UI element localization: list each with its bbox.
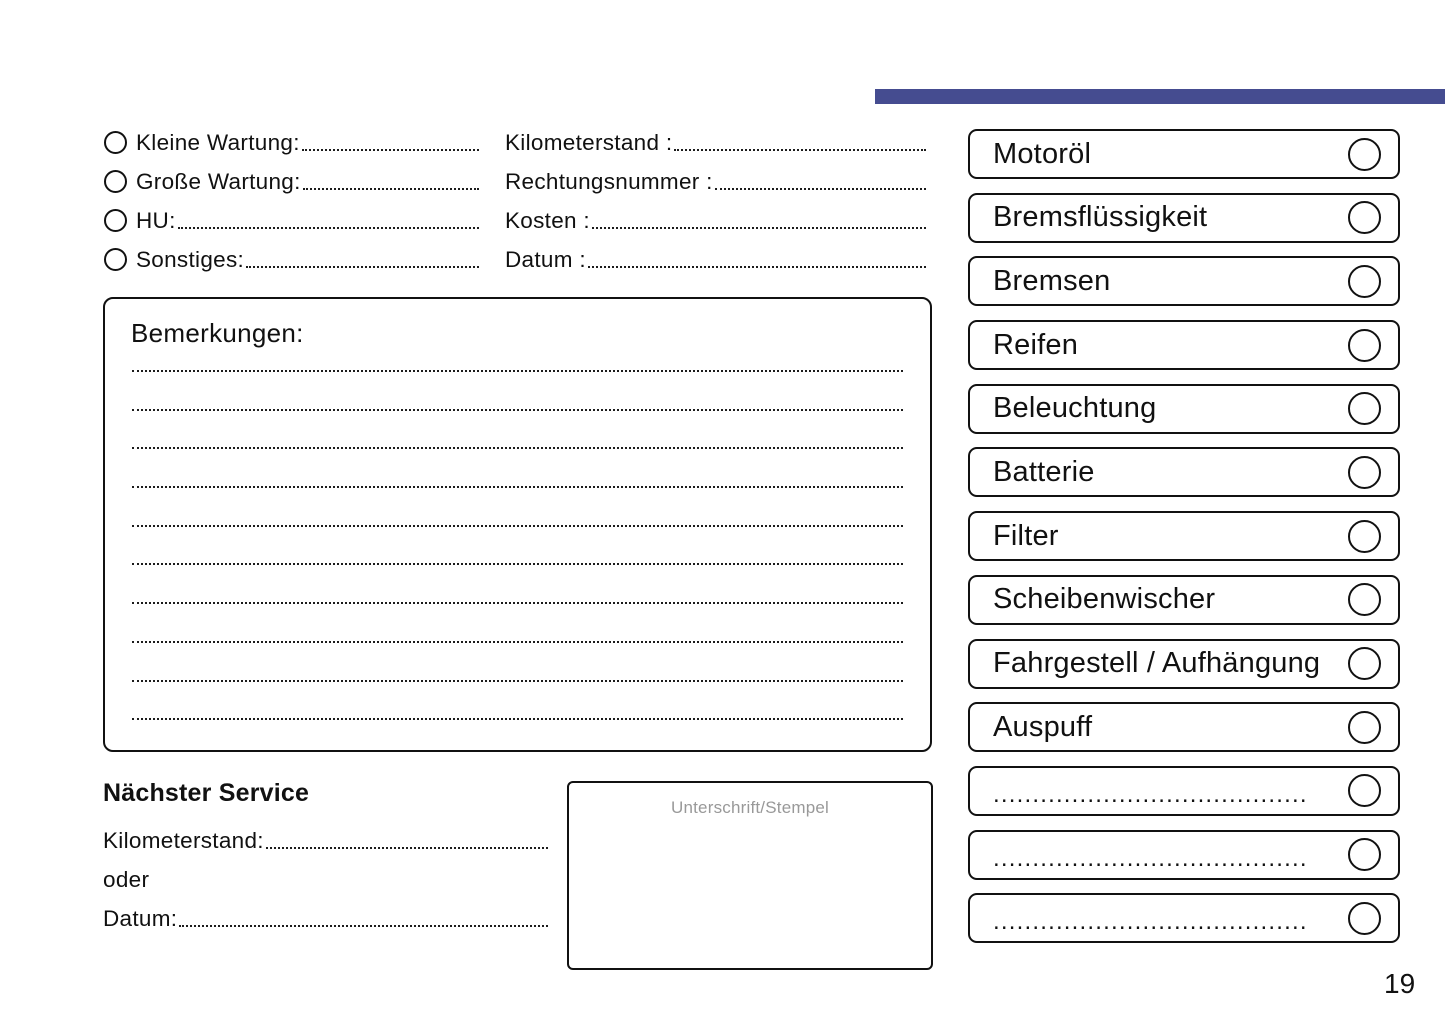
checklist-checkbox-circle[interactable] xyxy=(1348,201,1381,235)
checklist-checkbox-circle[interactable] xyxy=(1348,328,1381,362)
fill-in-line[interactable] xyxy=(179,925,548,927)
next-service-row: oder xyxy=(103,860,548,899)
service-type-checkbox-circle[interactable] xyxy=(104,170,127,193)
checklist-item: Fahrgestell / Aufhängung xyxy=(968,638,1400,689)
invoice-field-label: Kilometerstand : xyxy=(505,129,673,155)
next-service-label: Datum: xyxy=(103,905,178,931)
checklist-checkbox-circle[interactable] xyxy=(1348,901,1381,935)
checklist-item-label: Motoröl xyxy=(993,137,1092,170)
checklist-item: Auspuff xyxy=(968,702,1400,753)
remarks-title: Bemerkungen: xyxy=(131,318,304,348)
service-type-checkbox-circle[interactable] xyxy=(104,131,127,154)
service-type-row: Sonstiges: xyxy=(104,240,479,279)
remarks-line[interactable] xyxy=(132,524,903,527)
service-type-checkbox-circle[interactable] xyxy=(104,209,127,232)
service-type-section: Kleine Wartung: Große Wartung: HU: Sonst… xyxy=(104,123,479,279)
fill-in-line[interactable] xyxy=(674,149,926,151)
service-type-row: Große Wartung: xyxy=(104,162,479,201)
fill-in-line[interactable] xyxy=(591,227,926,229)
checklist-checkbox-circle[interactable] xyxy=(1348,774,1381,808)
service-type-label: Kleine Wartung: xyxy=(136,129,300,155)
checklist-checkbox-circle[interactable] xyxy=(1348,392,1381,426)
checklist-item-label: ........................................ xyxy=(993,844,1308,872)
fill-in-line[interactable] xyxy=(246,266,479,268)
checklist-item: ........................................ xyxy=(968,829,1400,880)
invoice-field-row: Datum : xyxy=(505,240,926,279)
checklist-checkbox-circle[interactable] xyxy=(1348,455,1381,489)
invoice-field-label: Kosten : xyxy=(505,207,590,233)
invoice-field-row: Kilometerstand : xyxy=(505,123,926,162)
checklist-checkbox-circle[interactable] xyxy=(1348,519,1381,553)
checklist-checkbox-circle[interactable] xyxy=(1348,838,1381,872)
remarks-line[interactable] xyxy=(132,679,903,682)
checklist-item: Reifen xyxy=(968,320,1400,371)
remarks-line[interactable] xyxy=(132,602,903,605)
checklist: Motoröl Bremsflüssigkeit Bremsen Reifen … xyxy=(968,129,1400,944)
invoice-section: Kilometerstand : Rechtungsnummer : Koste… xyxy=(505,123,926,279)
checklist-item: Motoröl xyxy=(968,129,1400,179)
checklist-item: Bremsflüssigkeit xyxy=(968,192,1400,243)
remarks-lines xyxy=(132,370,903,757)
checklist-checkbox-circle[interactable] xyxy=(1348,583,1381,617)
fill-in-line[interactable] xyxy=(177,227,479,229)
service-type-label: HU: xyxy=(136,207,176,233)
remarks-line[interactable] xyxy=(132,447,903,450)
invoice-field-row: Kosten : xyxy=(505,201,926,240)
remarks-line[interactable] xyxy=(132,640,903,643)
service-type-label: Große Wartung: xyxy=(136,168,301,194)
checklist-item-label: Auspuff xyxy=(993,710,1093,743)
fill-in-line[interactable] xyxy=(301,149,479,151)
checklist-item: Batterie xyxy=(968,447,1400,498)
next-service-section: Nächster Service Kilometerstand: oder Da… xyxy=(103,779,548,938)
checklist-checkbox-circle[interactable] xyxy=(1348,264,1381,298)
next-service-label: oder xyxy=(103,866,150,892)
remarks-line[interactable] xyxy=(132,563,903,566)
checklist-item: Scheibenwischer xyxy=(968,574,1400,625)
remarks-line[interactable] xyxy=(132,718,903,721)
fill-in-line[interactable] xyxy=(265,847,548,849)
accent-bar xyxy=(875,89,1445,104)
fill-in-line[interactable] xyxy=(302,188,479,190)
service-type-row: Kleine Wartung: xyxy=(104,123,479,162)
fill-in-line[interactable] xyxy=(714,188,926,190)
invoice-field-row: Rechtungsnummer : xyxy=(505,162,926,201)
checklist-item: ........................................ xyxy=(968,765,1400,816)
page-number: 19 xyxy=(1384,968,1416,999)
invoice-field-label: Datum : xyxy=(505,246,586,272)
checklist-item-label: Beleuchtung xyxy=(993,392,1157,425)
next-service-label: Kilometerstand: xyxy=(103,827,264,853)
remarks-box: Bemerkungen: xyxy=(103,297,932,752)
checklist-item-label: Reifen xyxy=(993,328,1079,361)
next-service-row: Datum: xyxy=(103,899,548,938)
checklist-item-label: Bremsen xyxy=(993,264,1111,297)
checklist-item-label: ........................................ xyxy=(993,780,1308,808)
fill-in-line[interactable] xyxy=(587,266,926,268)
checklist-item-label: Fahrgestell / Aufhängung xyxy=(993,647,1321,679)
next-service-fields: Kilometerstand: oder Datum: xyxy=(103,821,548,938)
checklist-item: ........................................ xyxy=(968,893,1400,944)
checklist-item-label: ........................................ xyxy=(993,908,1308,936)
checklist-checkbox-circle[interactable] xyxy=(1348,710,1381,744)
checklist-checkbox-circle[interactable] xyxy=(1348,137,1381,171)
checklist-checkbox-circle[interactable] xyxy=(1348,647,1381,680)
checklist-item-label: Filter xyxy=(993,519,1059,552)
checklist-item-label: Batterie xyxy=(993,455,1095,488)
next-service-title: Nächster Service xyxy=(103,779,310,807)
remarks-line[interactable] xyxy=(132,486,903,489)
service-type-row: HU: xyxy=(104,201,479,240)
service-type-checkbox-circle[interactable] xyxy=(104,248,127,271)
next-service-row: Kilometerstand: xyxy=(103,821,548,860)
service-type-label: Sonstiges: xyxy=(136,246,245,272)
checklist-item: Filter xyxy=(968,511,1400,562)
remarks-line[interactable] xyxy=(132,408,903,411)
checklist-item-label: Scheibenwischer xyxy=(993,583,1216,616)
checklist-item: Bremsen xyxy=(968,256,1400,307)
signature-stamp-box[interactable]: Unterschrift/Stempel xyxy=(567,781,933,970)
signature-stamp-hint: Unterschrift/Stempel xyxy=(671,798,829,817)
checklist-item: Beleuchtung xyxy=(968,383,1400,434)
invoice-field-label: Rechtungsnummer : xyxy=(505,168,713,194)
remarks-line[interactable] xyxy=(132,370,903,372)
checklist-item-label: Bremsflüssigkeit xyxy=(993,201,1208,234)
